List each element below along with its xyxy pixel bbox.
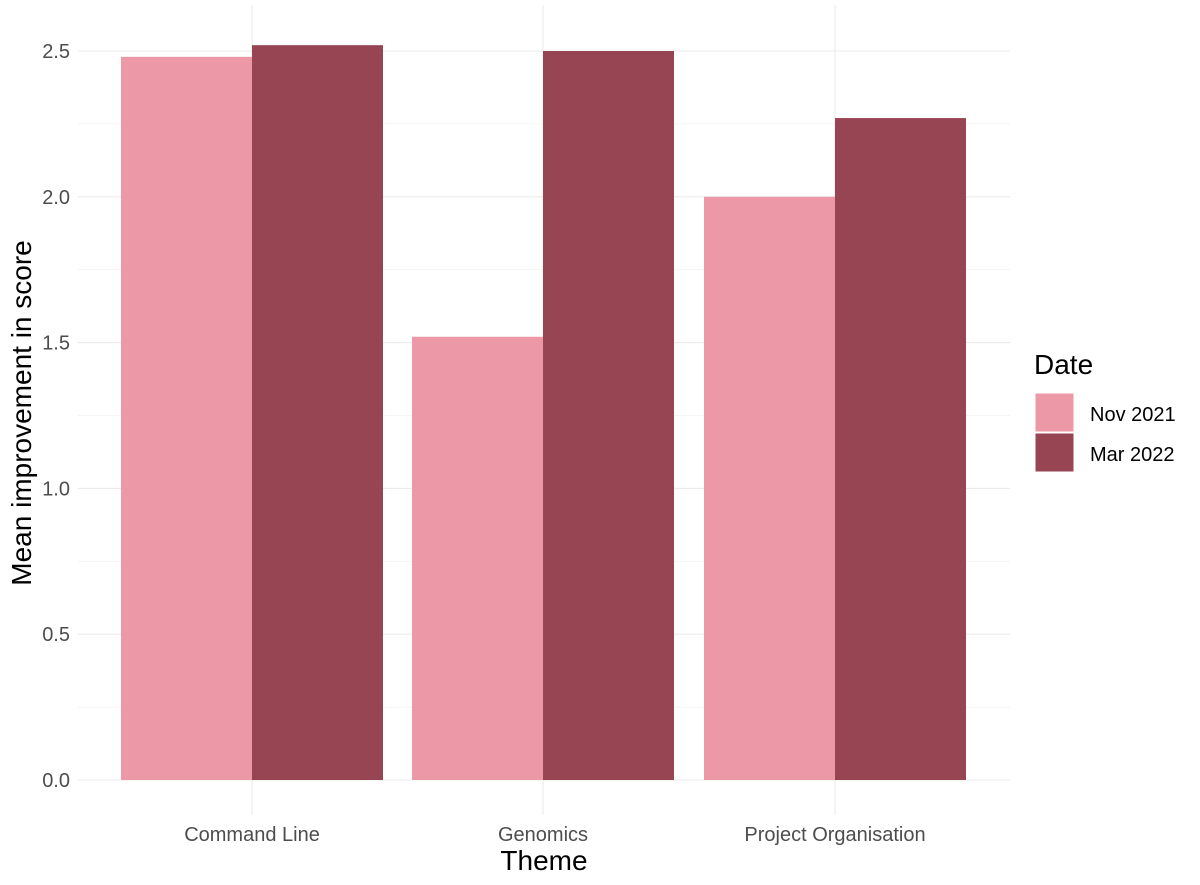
y-tick-label: 2.5 (42, 41, 70, 63)
y-tick-label: 1.0 (42, 478, 70, 500)
y-tick-labels: 0.0 0.5 1.0 1.5 2.0 2.5 (42, 41, 70, 792)
x-tick-label: Genomics (498, 824, 588, 846)
legend-label: Nov 2021 (1090, 404, 1176, 426)
y-tick-label: 1.5 (42, 333, 70, 355)
bar (704, 196, 835, 781)
legend-swatch (1034, 432, 1075, 473)
legend-label: Mar 2022 (1090, 444, 1175, 466)
x-axis-title: Theme (500, 845, 587, 876)
legend: Date Nov 2021 Mar 2022 (1034, 349, 1176, 473)
legend-title: Date (1034, 349, 1093, 380)
y-axis-title: Mean improvement in score (6, 240, 37, 585)
bar (412, 336, 543, 780)
bar (543, 51, 674, 780)
bar (252, 45, 383, 781)
y-tick-label: 0.0 (42, 770, 70, 792)
legend-swatch (1034, 392, 1075, 433)
bars (121, 45, 966, 781)
y-tick-label: 2.0 (42, 187, 70, 209)
bar (121, 56, 252, 780)
bar (835, 118, 966, 781)
legend-items: Nov 2021 Mar 2022 (1034, 392, 1176, 473)
y-tick-label: 0.5 (42, 624, 70, 646)
x-tick-label: Project Organisation (744, 824, 925, 846)
x-tick-label: Command Line (184, 824, 320, 846)
x-tick-labels: Command Line Genomics Project Organisation (184, 824, 925, 846)
